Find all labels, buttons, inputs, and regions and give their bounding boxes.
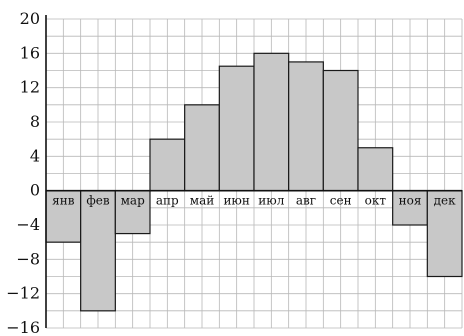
category-label: апр <box>156 194 179 208</box>
category-label: дек <box>434 194 456 208</box>
y-tick-label: −4 <box>16 215 40 234</box>
category-label: июн <box>223 194 249 208</box>
category-label: сен <box>330 194 352 208</box>
y-tick-label: 8 <box>30 112 40 131</box>
y-tick-label: 0 <box>30 181 40 200</box>
bar-окт <box>357 147 394 192</box>
y-tick-label: −8 <box>16 249 40 268</box>
category-label: фев <box>86 194 109 208</box>
category-label: ноя <box>399 194 422 208</box>
y-tick-label: −12 <box>6 284 40 303</box>
bar-мар <box>114 190 151 235</box>
category-label: май <box>190 194 215 208</box>
bar-сен <box>322 69 359 192</box>
category-label: мар <box>121 194 145 208</box>
bar-апр <box>149 138 186 192</box>
bar-фев <box>80 190 116 312</box>
y-tick-label: 4 <box>30 146 40 165</box>
y-tick-label: 12 <box>20 78 40 97</box>
category-label: июл <box>258 194 284 208</box>
bar-ноя <box>392 190 428 226</box>
y-tick-label: −16 <box>6 318 40 336</box>
bar-май <box>184 104 220 192</box>
y-tick-label: 20 <box>20 9 40 28</box>
bar-авг <box>288 61 324 192</box>
category-label: окт <box>365 194 387 208</box>
axes <box>45 15 462 328</box>
category-label: янв <box>52 194 75 208</box>
category-labels: янв фев мар апр май июн июл авг сен окт ноя дек <box>52 194 456 208</box>
y-tick-labels: 20 16 12 8 4 0 −4 −8 −12 −16 <box>6 9 40 336</box>
category-label: авг <box>296 194 316 208</box>
y-tick-label: 16 <box>20 43 40 62</box>
bars <box>45 52 463 312</box>
bar-июл <box>253 52 290 192</box>
bar-июн <box>218 65 255 192</box>
